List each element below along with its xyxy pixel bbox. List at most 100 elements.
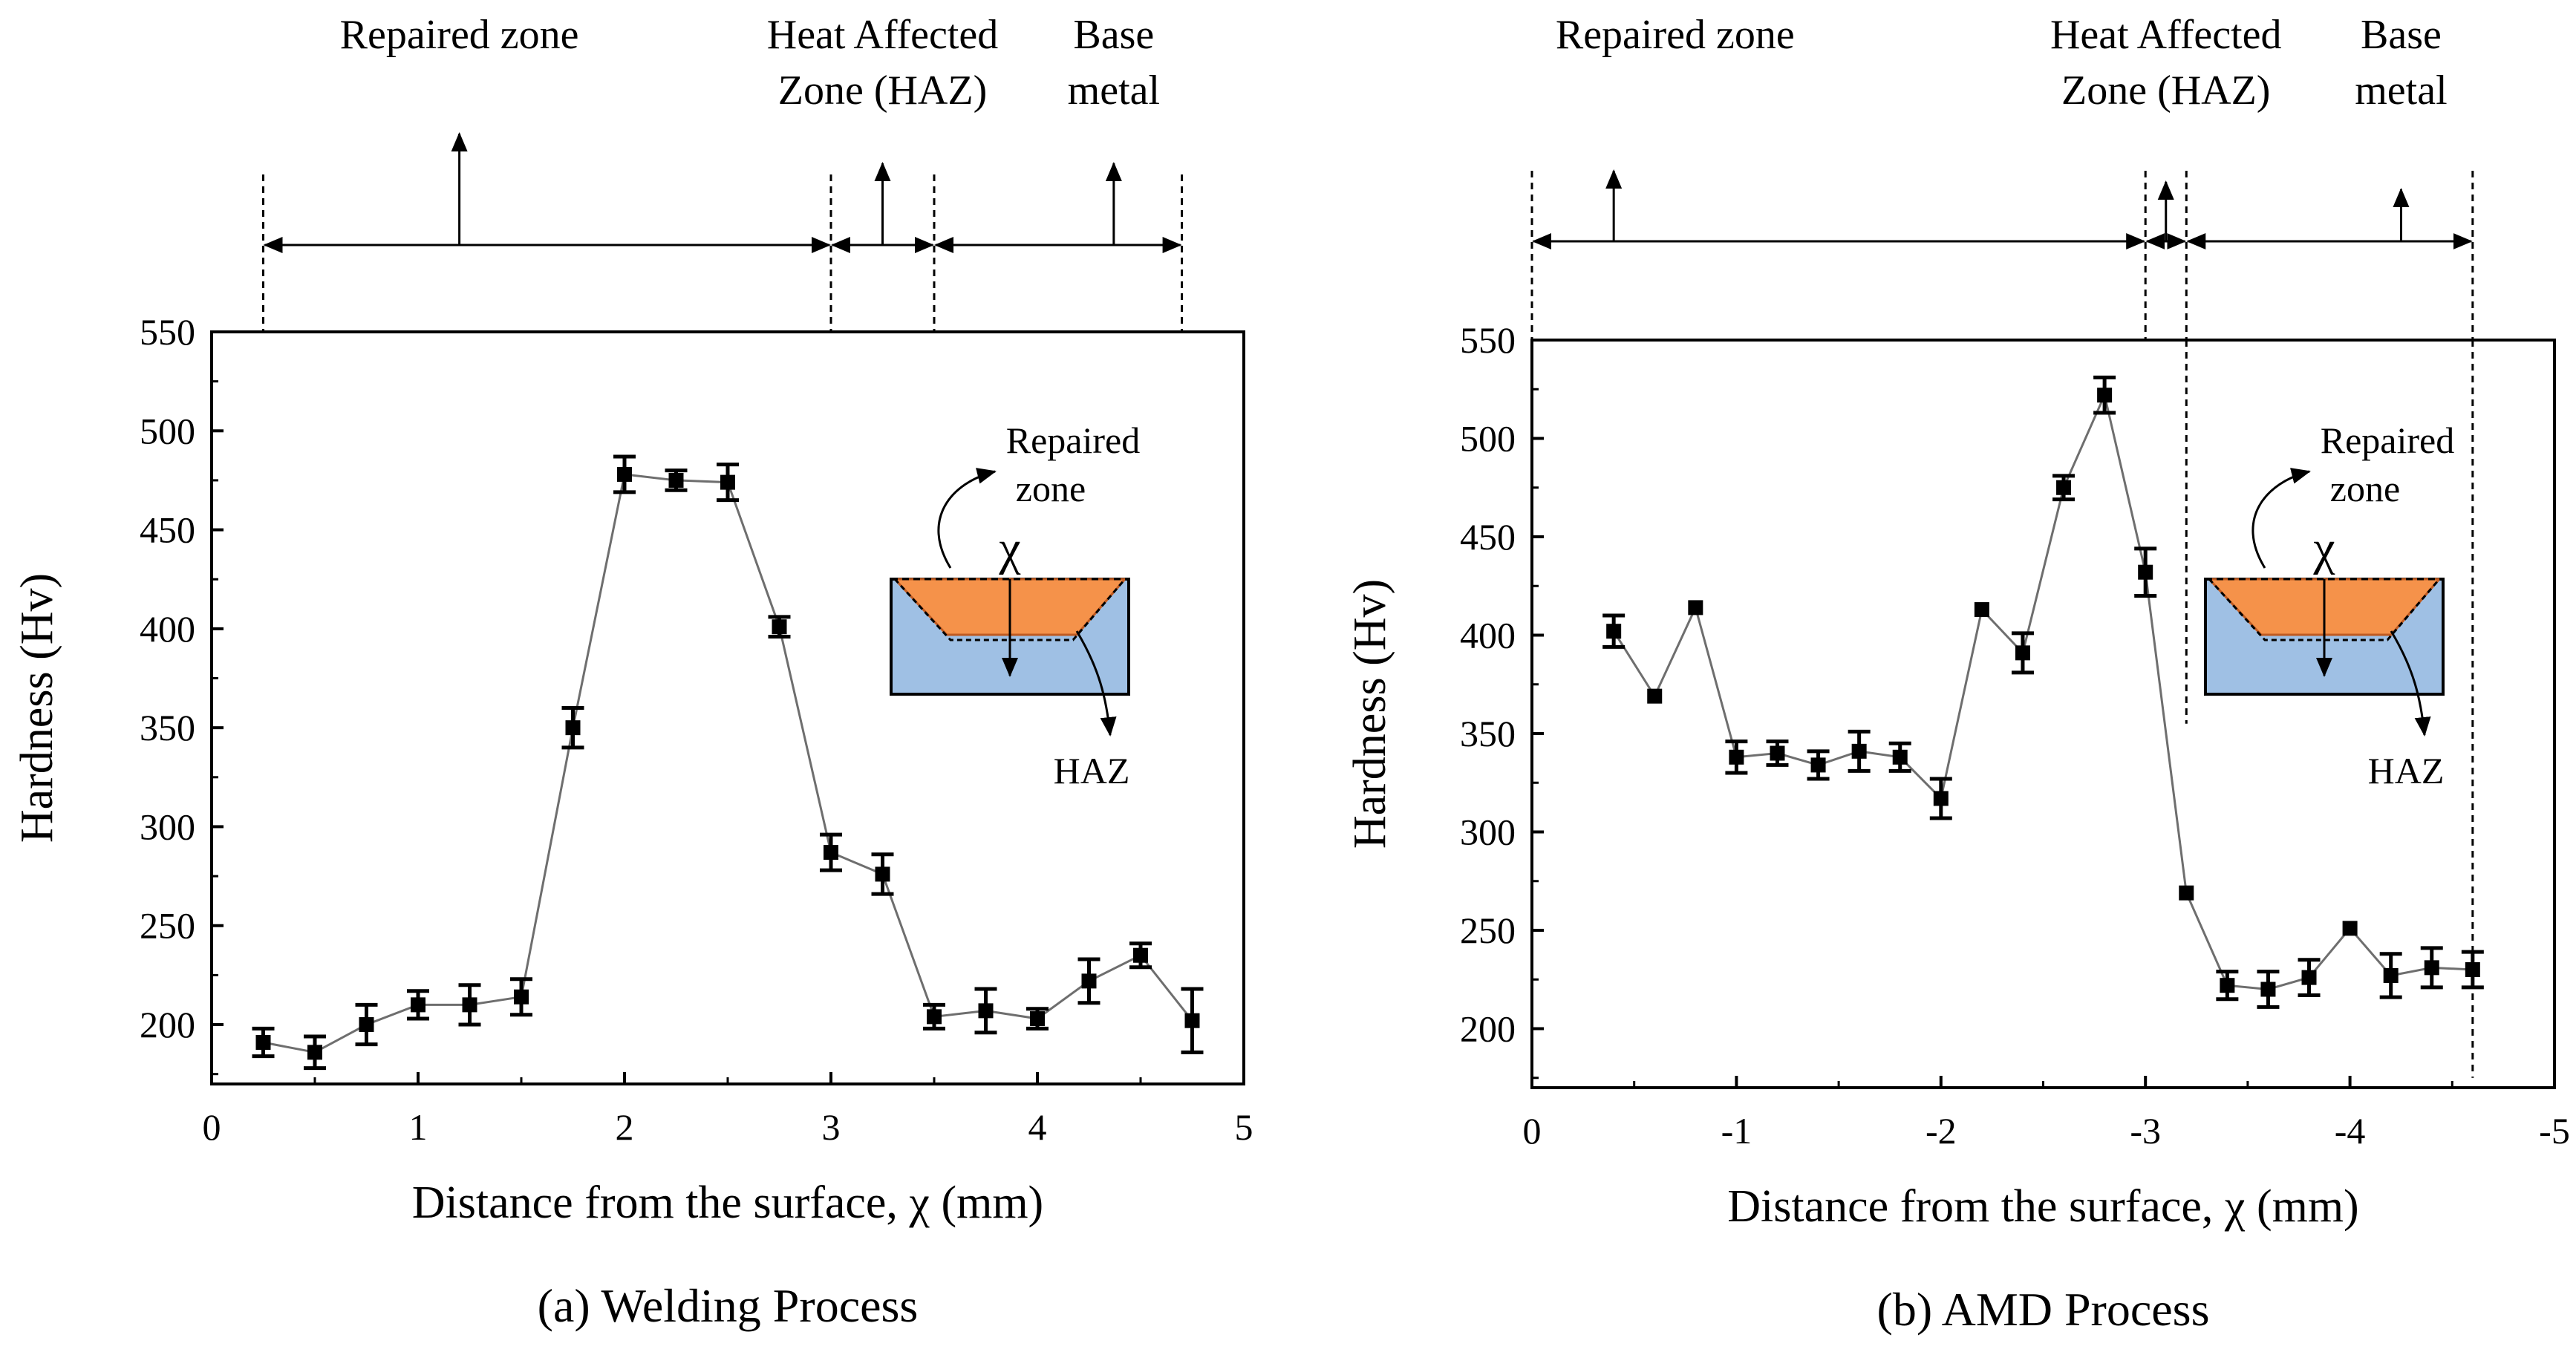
y-tick-label: 250: [140, 905, 195, 947]
chi-label: χ: [2312, 521, 2335, 575]
haz-label: HAZ: [1054, 750, 1130, 791]
zone-label: Zone (HAZ): [778, 68, 987, 114]
data-point: [1081, 973, 1097, 989]
data-point: [255, 1035, 271, 1051]
chart-caption: (b) AMD Process: [1877, 1283, 2210, 1336]
haz-label: HAZ: [2368, 750, 2445, 791]
data-point: [2342, 921, 2358, 936]
x-tick-label: -5: [2539, 1110, 2570, 1152]
y-tick-label: 400: [1460, 615, 1516, 656]
x-tick-label: -4: [2335, 1110, 2366, 1152]
data-point: [2138, 564, 2153, 580]
data-point: [668, 472, 684, 488]
data-point: [1974, 602, 1989, 618]
data-point: [2056, 480, 2072, 495]
data-point: [1892, 749, 1908, 765]
data-point: [514, 989, 529, 1005]
x-tick-label: 3: [822, 1106, 841, 1148]
y-tick-label: 350: [140, 707, 195, 748]
x-tick-label: -2: [1926, 1110, 1957, 1152]
data-point: [1647, 688, 1663, 704]
data-point: [617, 466, 632, 482]
y-axis-title: Hardness (Hv): [12, 573, 62, 843]
zone-label: Base: [2361, 12, 2442, 58]
y-tick-label: 350: [1460, 713, 1516, 754]
y-tick-label: 300: [1460, 811, 1516, 853]
data-point: [2424, 960, 2439, 976]
data-point: [875, 866, 890, 882]
x-tick-label: 2: [616, 1106, 634, 1148]
y-tick-label: 500: [1460, 418, 1516, 460]
data-point: [2179, 885, 2194, 901]
series-line: [1612, 391, 2473, 991]
data-point: [927, 1009, 942, 1025]
data-point: [824, 845, 838, 860]
zone-label: Repaired zone: [1556, 12, 1795, 58]
data-point: [411, 997, 425, 1013]
data-point: [720, 474, 735, 490]
data-point: [1851, 743, 1867, 759]
data-point: [1606, 624, 1622, 639]
x-tick-label: 4: [1028, 1106, 1047, 1148]
zone-label: Repaired zone: [340, 12, 579, 58]
data-point: [2015, 645, 2030, 661]
x-tick-label: 5: [1235, 1106, 1253, 1148]
repaired-pointer-arrow: [937, 468, 997, 569]
x-axis-title: Distance from the surface, χ (mm): [1727, 1181, 2358, 1232]
repaired-zone-label: Repaired: [1006, 419, 1140, 461]
y-tick-label: 400: [140, 608, 195, 650]
data-point: [772, 619, 787, 635]
haz-boundary: [2208, 578, 2441, 641]
data-point: [1184, 1013, 1200, 1028]
y-tick-label: 500: [140, 410, 195, 451]
zone-label: metal: [1068, 68, 1160, 114]
x-axis-title: Distance from the surface, χ (mm): [412, 1178, 1043, 1228]
x-tick-label: 1: [409, 1106, 428, 1148]
data-point: [2097, 388, 2113, 403]
x-tick-label: 0: [203, 1106, 221, 1148]
zone-label: Base: [1073, 12, 1154, 58]
data-point: [2260, 982, 2276, 997]
data-point: [359, 1017, 374, 1033]
zone-label: Heat Affected: [2050, 12, 2281, 58]
data-point: [1729, 749, 1744, 765]
y-tick-label: 250: [1460, 910, 1516, 951]
chart-caption: (a) Welding Process: [538, 1279, 919, 1332]
data-point: [1933, 791, 1949, 806]
data-point: [1133, 947, 1148, 963]
repaired-zone-label: Repaired: [2321, 419, 2454, 461]
y-tick-label: 450: [1460, 516, 1516, 558]
amd-process-chart: 0 -1 -2 -3 -4 -5 200 250 300 350 400 450 500 550 Dista…: [1345, 12, 2570, 1336]
cross-section-inset: χ Repaired zone HAZ: [890, 419, 1140, 791]
y-tick-label: 550: [1460, 319, 1516, 361]
cross-section-inset: χ Repaired zone HAZ: [2204, 419, 2454, 791]
data-point: [2220, 978, 2235, 993]
x-tick-label: -3: [2130, 1110, 2161, 1152]
y-tick-label: 200: [1460, 1008, 1516, 1050]
data-point: [1770, 745, 1785, 761]
haz-boundary: [893, 578, 1126, 641]
y-tick-label: 550: [140, 311, 195, 353]
welding-process-chart: 0 1 2 3 4 5 200 250 300 350 400 450 500 550 Distance f…: [12, 12, 1253, 1332]
chi-label: χ: [998, 521, 1020, 575]
data-point: [1810, 757, 1826, 773]
data-point: [565, 720, 581, 736]
data-point: [2383, 967, 2399, 983]
data-point: [462, 997, 477, 1013]
haz-pointer-arrow: [2390, 630, 2431, 737]
repaired-zone-label: zone: [2330, 468, 2400, 509]
repaired-pointer-arrow: [2251, 468, 2311, 569]
zone-label: Heat Affected: [767, 12, 998, 58]
x-tick-label: 0: [1523, 1110, 1542, 1152]
y-tick-label: 300: [140, 806, 195, 847]
data-point: [2301, 970, 2317, 985]
haz-pointer-arrow: [1075, 630, 1117, 737]
y-tick-label: 450: [140, 509, 195, 551]
x-tick-label: -1: [1721, 1110, 1752, 1152]
data-point: [978, 1003, 994, 1019]
data-point: [1030, 1011, 1045, 1027]
data-point: [1688, 600, 1703, 615]
zone-label: metal: [2355, 68, 2447, 114]
y-tick-label: 200: [140, 1004, 195, 1045]
